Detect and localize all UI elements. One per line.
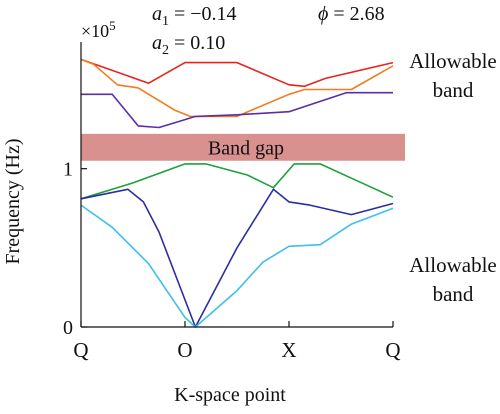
series-line-2: [80, 58, 394, 118]
y-multiplier-exponent: 5: [109, 18, 116, 33]
band-gap-layer: [81, 133, 405, 161]
x-tick-label-3: X: [281, 338, 296, 362]
param-phi: ϕ = 2.68: [318, 3, 385, 25]
x-tick-label-1: Q: [73, 338, 88, 362]
band-gap-region: [81, 133, 405, 161]
series-layer: [80, 58, 394, 328]
band-gap-label: Band gap: [208, 137, 284, 159]
y-axis-label: Frequency (Hz): [2, 138, 24, 264]
lower-region-label-line2: band: [433, 282, 474, 306]
series-line-6: [80, 204, 394, 328]
param-a2: a2 = 0.10: [152, 32, 225, 58]
series-line-4: [80, 163, 394, 200]
x-tick-label-2: O: [177, 338, 192, 362]
y-tick-label-1: 0: [63, 317, 73, 339]
x-axis-label: K-space point: [174, 384, 286, 406]
upper-region-label-line1: Allowable: [409, 49, 496, 73]
x-tick-label-4: Q: [385, 338, 400, 362]
y-tick-label-2: 1: [63, 159, 73, 181]
series-line-3: [81, 91, 393, 129]
series-line-1: [80, 58, 394, 88]
y-multiplier: ×105: [81, 18, 116, 41]
text-layer: Band gap 0 1 Q O X Q ×105 K-space point Frequency…: [2, 3, 497, 406]
upper-region-label-line2: band: [433, 78, 474, 102]
axes-layer: [80, 42, 394, 328]
lower-region-label-line1: Allowable: [409, 253, 496, 277]
series-line-5: [80, 188, 394, 328]
param-a1: a1 = −0.14: [152, 3, 237, 29]
